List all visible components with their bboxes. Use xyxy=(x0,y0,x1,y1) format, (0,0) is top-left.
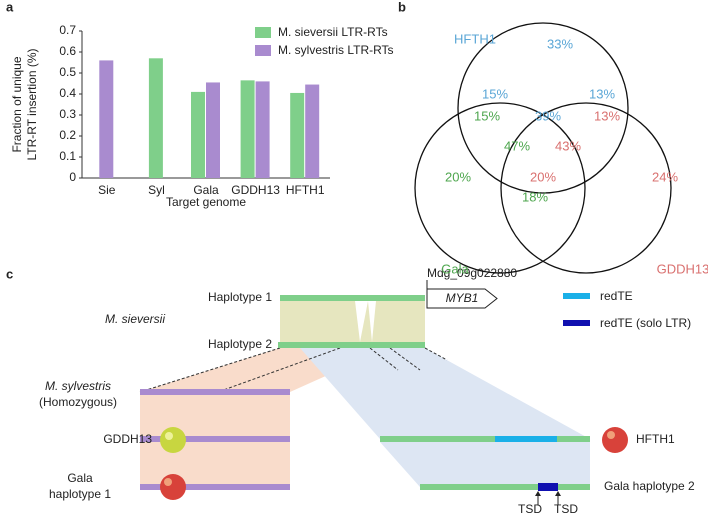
legend-swatch xyxy=(255,45,271,56)
tsd-label: TSD xyxy=(518,502,542,516)
venn-region-label: 24% xyxy=(652,169,678,184)
bar xyxy=(255,81,270,178)
y-tick-label: 0.6 xyxy=(59,44,76,58)
haplotype-label: Haplotype 2 xyxy=(208,337,272,351)
venn-set-label: GDDH13 xyxy=(657,261,708,276)
bar xyxy=(191,91,205,178)
y-tick-label: 0.3 xyxy=(59,107,76,121)
venn-region-label: 13% xyxy=(589,86,615,101)
venn-set-label: HFTH1 xyxy=(454,31,496,46)
gene-id: Mdg_09g022880 xyxy=(427,266,517,280)
y-tick-label: 0.4 xyxy=(59,86,76,100)
species-note: (Homozygous) xyxy=(39,395,117,409)
venn-region-label: 39% xyxy=(535,108,561,123)
y-tick-label: 0.5 xyxy=(59,65,76,79)
x-axis-label: Target genome xyxy=(166,195,246,209)
bar xyxy=(148,58,163,178)
bar xyxy=(206,82,220,178)
species-label: M. sylvestris xyxy=(45,379,111,393)
bar xyxy=(99,60,114,178)
x-tick-label: HFTH1 xyxy=(286,183,325,197)
panel-label: a xyxy=(6,0,14,14)
species-label: M. sieversii xyxy=(105,312,165,326)
y-tick-label: 0 xyxy=(69,170,76,184)
venn-region-label: 33% xyxy=(547,36,573,51)
y-tick-label: 0.2 xyxy=(59,128,76,142)
panel-label: b xyxy=(398,0,406,14)
venn-region-label: 43% xyxy=(555,138,581,153)
diagram-shapes xyxy=(139,280,628,505)
x-tick-label: Gala xyxy=(193,183,219,197)
venn-region-label: 20% xyxy=(530,169,556,184)
legend-label: redTE xyxy=(600,289,633,303)
legend-label: M. sieversii LTR-RTs xyxy=(278,25,388,39)
venn-region-label: 15% xyxy=(474,108,500,123)
x-tick-label: GDDH13 xyxy=(231,183,280,197)
venn-region-label: 47% xyxy=(504,138,530,153)
haplotype-label: Haplotype 1 xyxy=(208,290,272,304)
y-tick-label: 0.1 xyxy=(59,149,76,163)
y-axis-label: LTR-RT insertion (%) xyxy=(25,48,39,160)
x-tick-label: Syl xyxy=(148,183,165,197)
venn-region-label: 13% xyxy=(594,108,620,123)
genome-label: GDDH13 xyxy=(103,432,152,446)
venn-region-label: 18% xyxy=(522,189,548,204)
y-tick-label: 0.7 xyxy=(59,23,76,37)
y-axis-label: Fraction of unique xyxy=(10,56,24,152)
tsd-label: TSD xyxy=(554,502,578,516)
venn-circles xyxy=(414,22,672,274)
venn-set-label: Gala xyxy=(441,261,469,276)
legend-swatch xyxy=(255,27,271,38)
gene-name: MYB1 xyxy=(446,291,479,305)
bar xyxy=(290,92,305,178)
genome-label: Gala haplotype 2 xyxy=(604,479,695,493)
venn-region-label: 15% xyxy=(482,86,508,101)
x-tick-label: Sie xyxy=(98,183,116,197)
legend-label: redTE (solo LTR) xyxy=(600,316,691,330)
genome-label: Gala xyxy=(67,471,93,485)
genome-label: HFTH1 xyxy=(636,432,675,446)
legend-label: M. sylvestris LTR-RTs xyxy=(278,43,394,57)
venn-region-label: 20% xyxy=(445,169,471,184)
panel-label: c xyxy=(6,266,13,281)
bar xyxy=(305,84,320,178)
bar xyxy=(240,80,255,178)
genome-label: haplotype 1 xyxy=(49,487,111,501)
